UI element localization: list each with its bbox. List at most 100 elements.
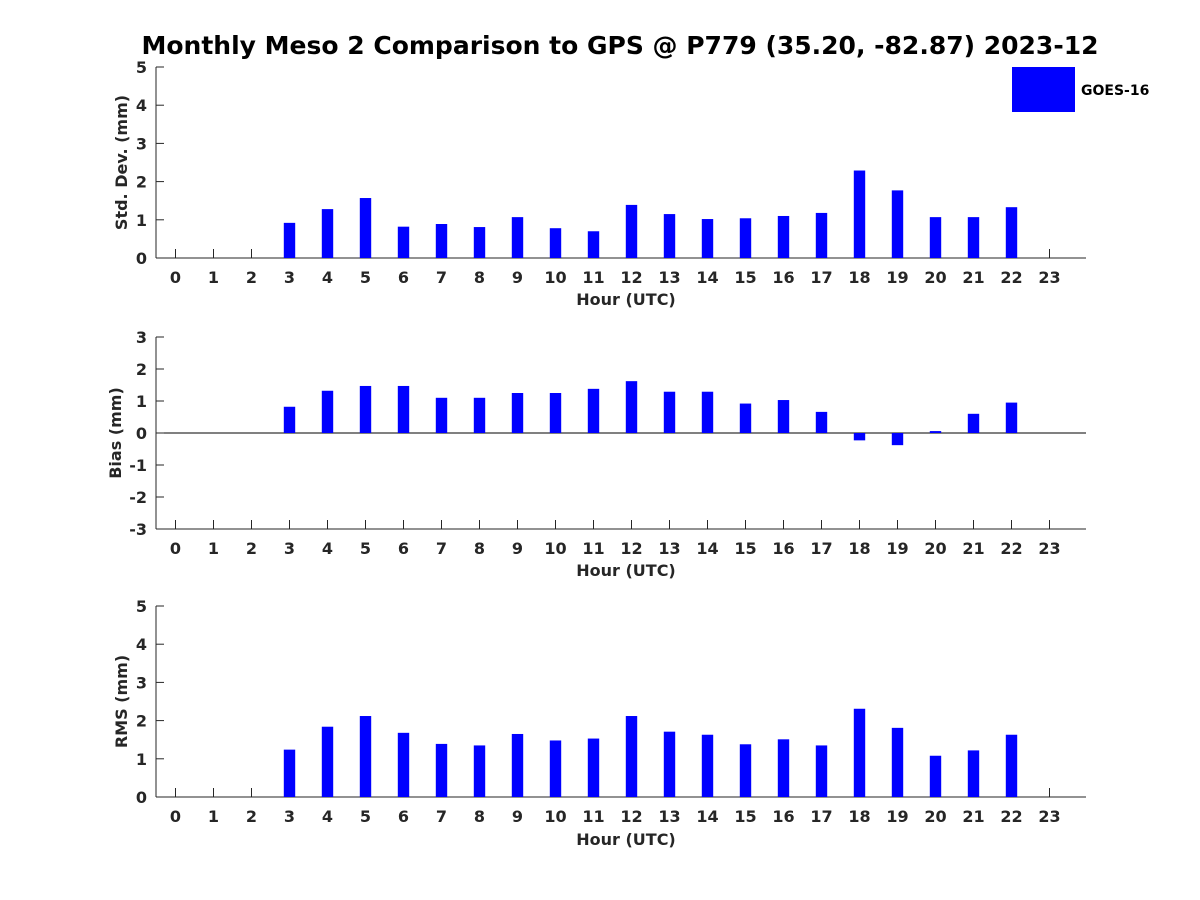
x-tick-label: 21 (962, 539, 984, 558)
bar-hour-13 (663, 731, 676, 797)
bar-hour-13 (663, 391, 676, 433)
x-tick-label: 16 (772, 807, 794, 826)
x-tick-label: 12 (620, 539, 642, 558)
x-tick-label: 11 (582, 807, 604, 826)
x-tick-label: 20 (924, 268, 946, 287)
y-tick-label: 2 (136, 173, 147, 192)
bar-hour-19 (891, 433, 904, 446)
x-tick-label: 0 (170, 539, 181, 558)
x-tick-label: 14 (696, 539, 718, 558)
x-tick-label: 1 (208, 268, 219, 287)
x-tick-label: 11 (582, 539, 604, 558)
bar-hour-12 (625, 204, 638, 258)
bar-hour-7 (435, 743, 448, 797)
bar-hour-8 (473, 227, 486, 258)
x-tick-label: 10 (544, 268, 566, 287)
bar-hour-13 (663, 214, 676, 258)
x-tick-label: 8 (474, 807, 485, 826)
bar-hour-10 (549, 393, 562, 433)
x-axis-label: Hour (UTC) (576, 561, 676, 580)
x-tick-label: 0 (170, 268, 181, 287)
x-tick-label: 9 (512, 268, 523, 287)
bar-hour-3 (283, 406, 296, 433)
y-tick-label: -3 (129, 520, 147, 539)
x-tick-label: 3 (284, 807, 295, 826)
figure-title: Monthly Meso 2 Comparison to GPS @ P779 … (142, 31, 1099, 60)
x-tick-label: 13 (658, 539, 680, 558)
x-tick-label: 13 (658, 268, 680, 287)
bar-hour-18 (853, 433, 866, 441)
bar-hour-11 (587, 231, 600, 258)
x-tick-label: 7 (436, 268, 447, 287)
y-tick-label: 0 (136, 249, 147, 268)
bar-hour-15 (739, 218, 752, 258)
x-tick-label: 1 (208, 807, 219, 826)
bar-hour-6 (397, 385, 410, 433)
x-tick-label: 2 (246, 807, 257, 826)
bar-hour-22 (1005, 402, 1018, 433)
x-tick-label: 3 (284, 539, 295, 558)
x-tick-label: 20 (924, 539, 946, 558)
y-axis-label: Std. Dev. (mm) (112, 95, 131, 230)
x-tick-label: 17 (810, 807, 832, 826)
bar-hour-7 (435, 397, 448, 433)
x-tick-label: 3 (284, 268, 295, 287)
bar-hour-22 (1005, 207, 1018, 258)
x-tick-label: 22 (1000, 539, 1022, 558)
legend-swatch (1012, 67, 1075, 112)
bar-hour-7 (435, 224, 448, 258)
y-tick-label: 4 (136, 635, 147, 654)
bar-hour-18 (853, 708, 866, 797)
x-axis-label: Hour (UTC) (576, 290, 676, 309)
bar-hour-20 (929, 217, 942, 258)
bar-hour-11 (587, 388, 600, 433)
bar-hour-5 (359, 198, 372, 258)
x-tick-label: 1 (208, 539, 219, 558)
x-tick-label: 23 (1038, 807, 1060, 826)
x-tick-label: 2 (246, 268, 257, 287)
x-tick-label: 18 (848, 539, 870, 558)
y-tick-label: 5 (136, 58, 147, 77)
bar-hour-14 (701, 219, 714, 258)
x-tick-label: 0 (170, 807, 181, 826)
bar-hour-14 (701, 391, 714, 433)
bar-hour-4 (321, 390, 334, 433)
x-tick-label: 14 (696, 807, 718, 826)
x-tick-label: 19 (886, 539, 908, 558)
x-tick-label: 22 (1000, 807, 1022, 826)
bar-hour-3 (283, 222, 296, 258)
bar-hour-9 (511, 393, 524, 433)
bar-hour-10 (549, 228, 562, 258)
bar-hour-6 (397, 226, 410, 258)
x-tick-label: 4 (322, 807, 333, 826)
bar-hour-5 (359, 385, 372, 433)
y-tick-label: 5 (136, 597, 147, 616)
bar-hour-15 (739, 403, 752, 433)
x-tick-label: 16 (772, 539, 794, 558)
x-tick-label: 6 (398, 807, 409, 826)
y-axis-label: Bias (mm) (106, 387, 125, 479)
x-tick-label: 19 (886, 268, 908, 287)
x-tick-label: 18 (848, 807, 870, 826)
x-tick-label: 17 (810, 539, 832, 558)
x-tick-label: 6 (398, 539, 409, 558)
x-tick-label: 19 (886, 807, 908, 826)
bar-hour-16 (777, 739, 790, 797)
bar-hour-10 (549, 740, 562, 797)
x-tick-label: 20 (924, 807, 946, 826)
y-tick-label: 3 (136, 134, 147, 153)
bar-hour-16 (777, 400, 790, 433)
x-tick-label: 23 (1038, 268, 1060, 287)
legend: GOES-16 (1012, 67, 1149, 112)
y-tick-label: 1 (136, 392, 147, 411)
y-tick-label: 0 (136, 788, 147, 807)
bar-hour-16 (777, 215, 790, 258)
bar-hour-18 (853, 170, 866, 258)
x-tick-label: 21 (962, 807, 984, 826)
bar-hour-12 (625, 381, 638, 433)
bar-hour-11 (587, 738, 600, 797)
x-tick-label: 7 (436, 807, 447, 826)
